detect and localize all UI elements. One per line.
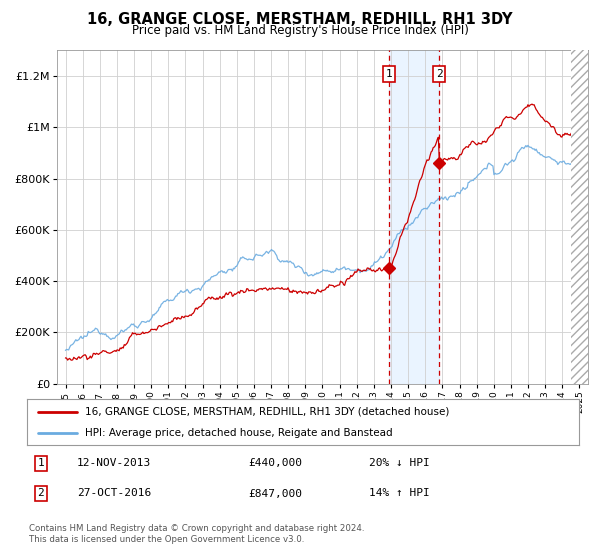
Text: £847,000: £847,000: [248, 488, 302, 498]
Text: 16, GRANGE CLOSE, MERSTHAM, REDHILL, RH1 3DY: 16, GRANGE CLOSE, MERSTHAM, REDHILL, RH1…: [87, 12, 513, 27]
Text: 16, GRANGE CLOSE, MERSTHAM, REDHILL, RH1 3DY (detached house): 16, GRANGE CLOSE, MERSTHAM, REDHILL, RH1…: [85, 407, 449, 417]
Text: 14% ↑ HPI: 14% ↑ HPI: [369, 488, 430, 498]
Text: 12-NOV-2013: 12-NOV-2013: [77, 459, 151, 468]
Text: £440,000: £440,000: [248, 459, 302, 468]
Bar: [389, 50, 439, 384]
Text: 27-OCT-2016: 27-OCT-2016: [77, 488, 151, 498]
Text: HPI: Average price, detached house, Reigate and Banstead: HPI: Average price, detached house, Reig…: [85, 428, 392, 438]
Text: 2: 2: [436, 69, 443, 79]
Text: 1: 1: [385, 69, 392, 79]
Text: Price paid vs. HM Land Registry's House Price Index (HPI): Price paid vs. HM Land Registry's House …: [131, 24, 469, 36]
Text: Contains HM Land Registry data © Crown copyright and database right 2024.
This d: Contains HM Land Registry data © Crown c…: [29, 524, 364, 544]
Polygon shape: [571, 50, 588, 384]
Text: 20% ↓ HPI: 20% ↓ HPI: [369, 459, 430, 468]
Text: 1: 1: [37, 459, 44, 468]
Text: 2: 2: [37, 488, 44, 498]
